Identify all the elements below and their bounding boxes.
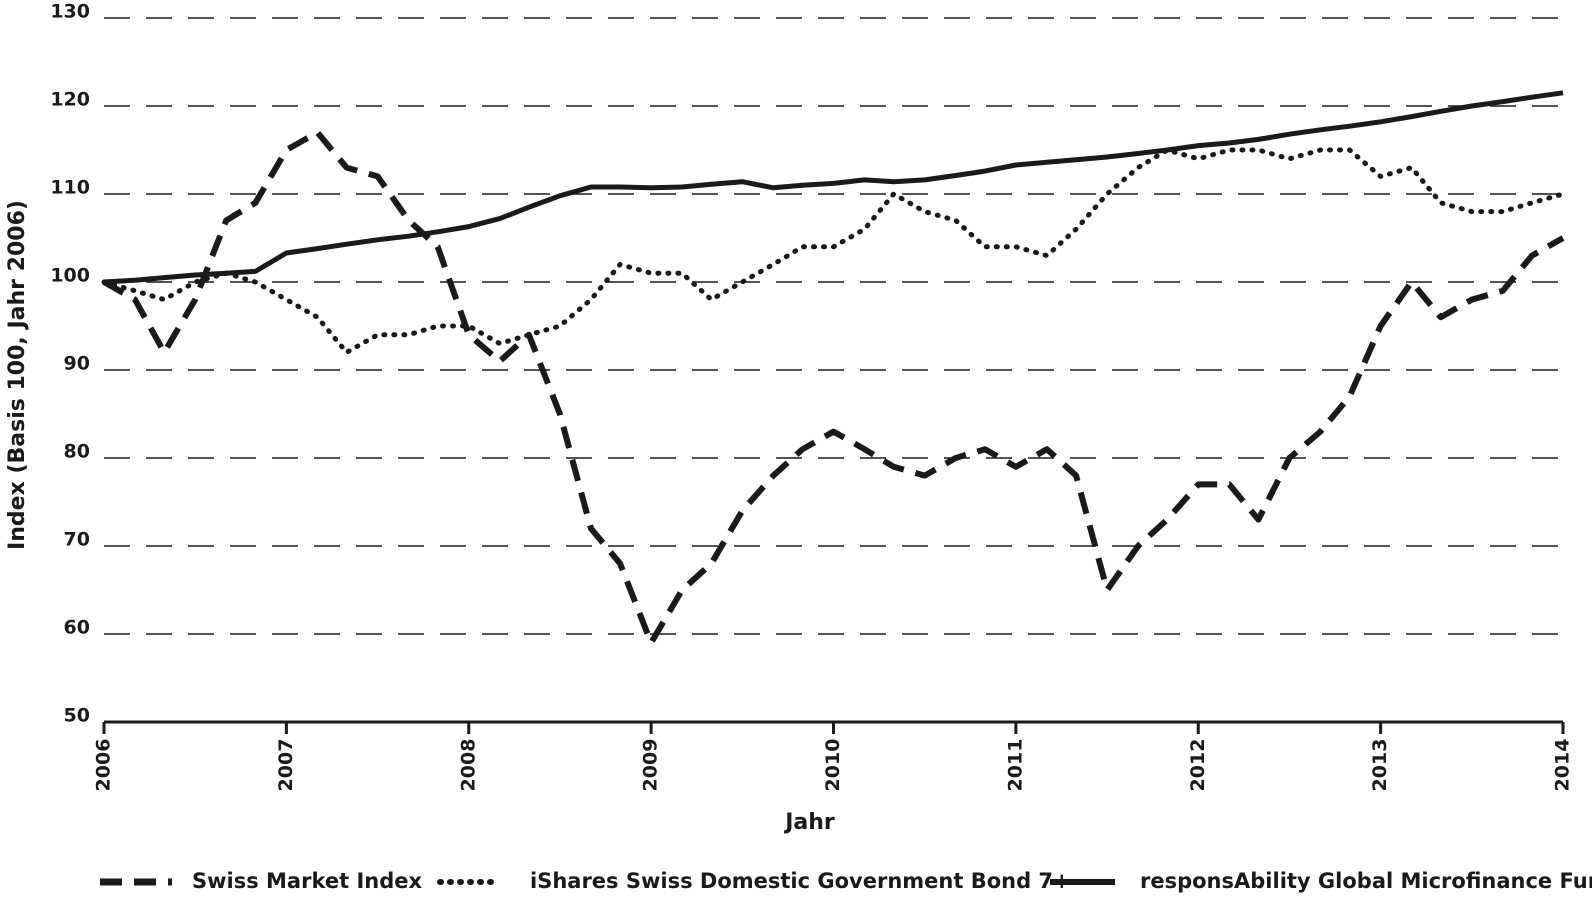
x-tick-label: 2014 [1552, 739, 1574, 792]
y-tick-label: 70 [64, 529, 90, 551]
x-tick-label: 2009 [640, 739, 662, 792]
y-tick-label: 60 [64, 617, 90, 639]
y-tick-label: 80 [64, 441, 90, 463]
y-tick-label: 100 [50, 265, 90, 287]
x-tick-label: 2013 [1369, 739, 1391, 792]
y-tick-label: 130 [50, 1, 90, 23]
x-tick-label: 2010 [822, 739, 844, 792]
line-series [101, 147, 1566, 355]
x-tick-label: 2012 [1187, 739, 1209, 792]
line-series [102, 129, 1565, 646]
x-axis-label: Jahr [783, 810, 835, 835]
x-tick-label: 2007 [275, 739, 297, 792]
legend-label: Swiss Market Index [192, 869, 422, 893]
y-tick-label: 50 [64, 705, 90, 727]
line-series [103, 90, 1564, 285]
x-tick-label: 2011 [1004, 739, 1026, 792]
legend-label: responsAbility Global Microfinance Fund [1140, 869, 1592, 893]
x-tick-label: 2008 [457, 739, 479, 792]
y-tick-label: 120 [50, 89, 90, 111]
x-tick-label: 2006 [93, 739, 115, 792]
y-tick-label: 90 [64, 353, 90, 375]
y-tick-label: 110 [50, 177, 90, 199]
y-axis-label: Index (Basis 100, Jahr 2006) [5, 200, 30, 550]
legend-label: iShares Swiss Domestic Government Bond 7… [530, 869, 1071, 893]
